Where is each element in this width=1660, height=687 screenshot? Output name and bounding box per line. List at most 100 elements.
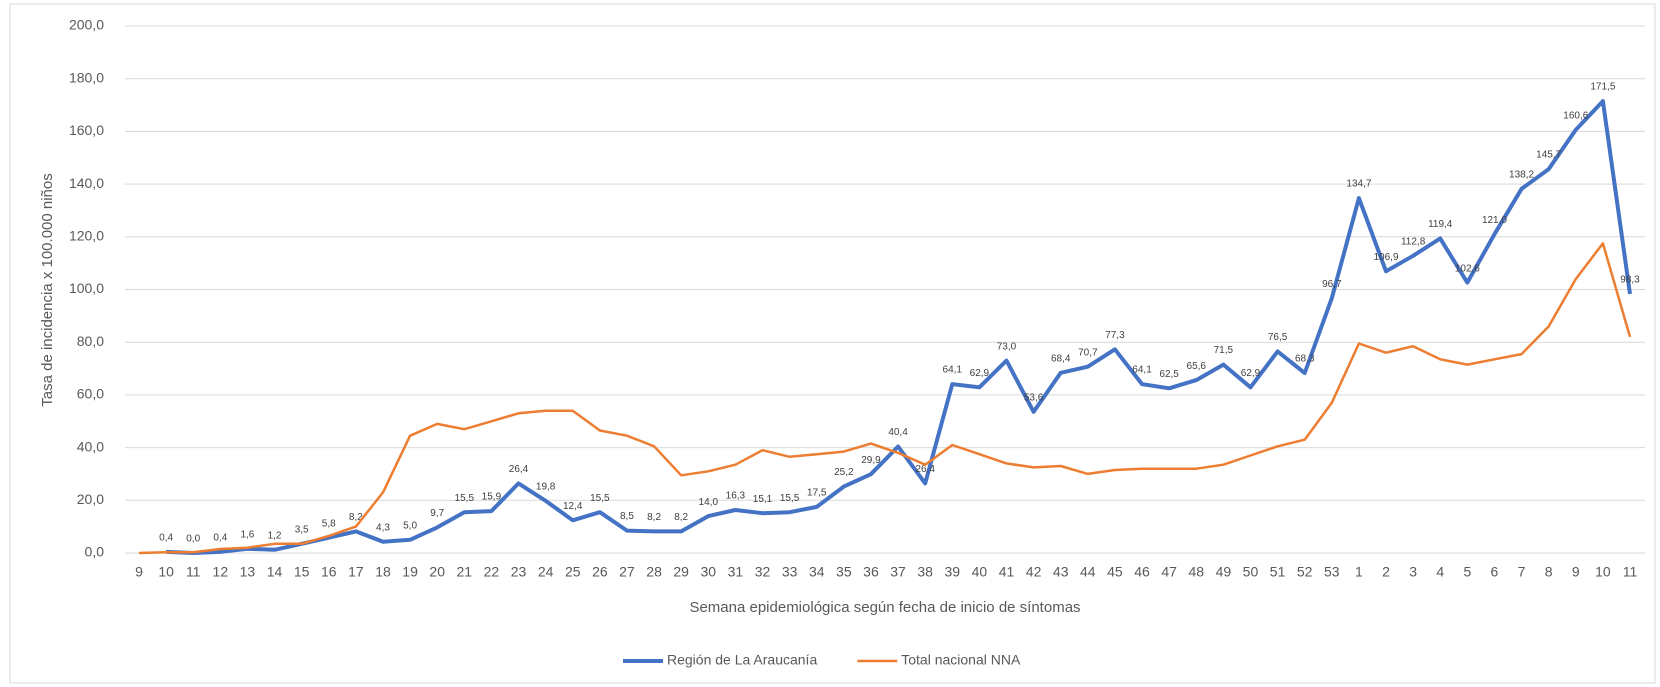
x-tick-label: 20	[429, 564, 445, 580]
x-tick-label: 6	[1491, 564, 1499, 580]
x-tick-label: 31	[728, 564, 744, 580]
x-tick-label: 43	[1053, 564, 1069, 580]
x-tick-label: 30	[701, 564, 717, 580]
x-tick-label: 37	[890, 564, 906, 580]
data-label: 1,6	[240, 529, 254, 540]
x-tick-label: 26	[592, 564, 608, 580]
y-tick-label: 80,0	[77, 333, 104, 349]
y-axis-title: Tasa de incidencia x 100.000 niños	[39, 173, 56, 407]
data-label: 68,3	[1295, 354, 1315, 365]
x-tick-label: 32	[755, 564, 771, 580]
x-tick-label: 39	[944, 564, 960, 580]
data-label: 73,0	[997, 341, 1017, 352]
x-tick-label: 19	[402, 564, 418, 580]
data-label: 14,0	[699, 497, 719, 508]
data-label: 5,0	[403, 520, 417, 531]
x-tick-label: 18	[375, 564, 391, 580]
y-tick-label: 20,0	[77, 491, 104, 507]
data-label: 5,8	[322, 518, 336, 529]
x-tick-label: 9	[135, 564, 143, 580]
x-tick-label: 23	[511, 564, 527, 580]
x-tick-label: 11	[186, 564, 201, 580]
data-label: 62,9	[970, 368, 990, 379]
data-label: 98,3	[1620, 275, 1640, 286]
x-tick-label: 16	[321, 564, 337, 580]
y-tick-label: 100,0	[69, 280, 104, 296]
data-label: 106,9	[1374, 252, 1399, 263]
x-tick-label: 25	[565, 564, 581, 580]
data-label: 15,9	[482, 492, 502, 503]
x-tick-label: 9	[1572, 564, 1580, 580]
data-label: 15,1	[753, 494, 773, 505]
x-tick-label: 24	[538, 564, 554, 580]
data-label: 17,5	[807, 488, 827, 499]
legend-label: Región de La Araucanía	[667, 652, 817, 668]
data-label: 8,5	[620, 511, 634, 522]
x-tick-label: 1	[1355, 564, 1363, 580]
data-label: 15,5	[590, 493, 610, 504]
series-line	[166, 99, 1632, 555]
x-tick-label: 7	[1518, 564, 1526, 580]
data-label: 1,2	[268, 530, 282, 541]
data-label: 15,5	[780, 493, 800, 504]
x-tick-label: 21	[457, 564, 473, 580]
y-tick-label: 0,0	[85, 544, 105, 560]
x-tick-label: 47	[1161, 564, 1177, 580]
x-tick-label: 50	[1243, 564, 1259, 580]
data-label: 0,4	[213, 533, 227, 544]
data-label: 96,7	[1322, 279, 1342, 290]
x-tick-label: 22	[484, 564, 500, 580]
data-label: 29,9	[861, 455, 881, 466]
data-label: 8,2	[647, 512, 661, 523]
x-tick-label: 53	[1324, 564, 1340, 580]
data-label: 112,8	[1401, 236, 1426, 247]
x-tick-label: 13	[240, 564, 256, 580]
x-tick-label: 3	[1409, 564, 1417, 580]
data-label: 134,7	[1346, 179, 1371, 190]
legend-label: Total nacional NNA	[901, 652, 1021, 668]
x-tick-label: 40	[972, 564, 988, 580]
x-tick-label: 10	[158, 564, 174, 580]
x-tick-label: 52	[1297, 564, 1313, 580]
x-tick-label: 2	[1382, 564, 1390, 580]
data-label: 64,1	[943, 365, 963, 376]
x-tick-label: 34	[809, 564, 825, 580]
data-label: 3,5	[295, 524, 309, 535]
data-label: 121,0	[1482, 215, 1507, 226]
data-label: 0,4	[159, 533, 173, 544]
data-label: 40,4	[888, 427, 908, 438]
data-label: 65,6	[1187, 361, 1207, 372]
x-tick-label: 14	[267, 564, 283, 580]
data-label: 15,5	[455, 493, 475, 504]
x-tick-label: 10	[1595, 564, 1611, 580]
data-label: 64,1	[1132, 365, 1152, 376]
x-tick-label: 29	[673, 564, 689, 580]
data-label: 62,9	[1241, 368, 1261, 379]
y-tick-label: 60,0	[77, 386, 104, 402]
y-tick-label: 180,0	[69, 69, 104, 85]
data-label: 19,8	[536, 481, 556, 492]
x-tick-label: 15	[294, 564, 310, 580]
x-tick-label: 11	[1623, 564, 1638, 580]
y-tick-label: 140,0	[69, 175, 104, 191]
x-tick-label: 49	[1216, 564, 1232, 580]
data-label: 138,2	[1509, 169, 1534, 180]
x-tick-label: 33	[782, 564, 798, 580]
x-tick-label: 4	[1436, 564, 1444, 580]
chart-frame	[9, 3, 1656, 684]
x-tick-label: 51	[1270, 564, 1286, 580]
data-label: 171,5	[1590, 82, 1615, 93]
x-axis-title: Semana epidemiológica según fecha de ini…	[689, 599, 1080, 616]
x-tick-label: 38	[917, 564, 933, 580]
data-label: 16,3	[726, 491, 746, 502]
series-line	[138, 242, 1632, 555]
data-label: 26,4	[509, 464, 529, 475]
x-tick-label: 44	[1080, 564, 1096, 580]
data-label: 0,0	[186, 534, 200, 545]
x-tick-label: 42	[1026, 564, 1042, 580]
data-label: 160,6	[1563, 110, 1588, 121]
x-tick-label: 12	[213, 564, 229, 580]
x-tick-label: 27	[619, 564, 635, 580]
data-label: 62,5	[1159, 369, 1179, 380]
